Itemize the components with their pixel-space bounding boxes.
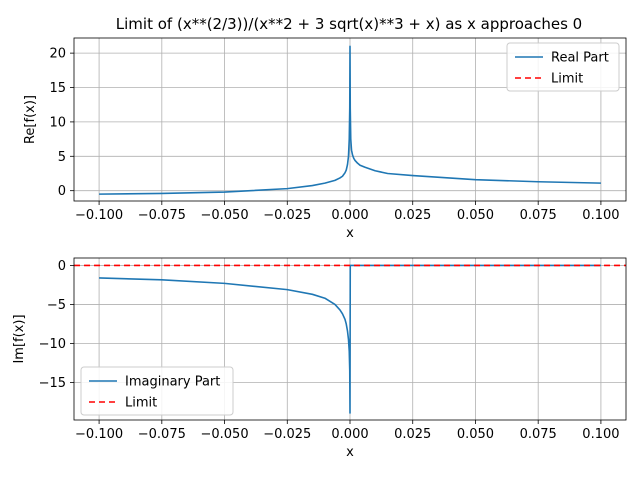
legend-box (506, 42, 620, 92)
figure-title: Limit of (x**(2/3))/(x**2 + 3 sqrt(x)**3… (116, 15, 582, 33)
x-tick-label: −0.100 (75, 208, 123, 223)
y-axis-label: Re[f(x)] (23, 95, 38, 144)
legend-label: Limit (125, 396, 157, 411)
x-tick-label: 0.075 (520, 427, 557, 442)
x-tick-label: 0.050 (457, 427, 494, 442)
y-tick-label: 10 (49, 115, 66, 130)
y-tick-label: 20 (49, 47, 66, 62)
x-tick-label: 0.100 (582, 427, 619, 442)
y-axis-label: Im[f(x)] (12, 314, 27, 363)
legend-label: Imaginary Part (125, 375, 220, 390)
y-tick-label: 0 (58, 184, 66, 199)
y-tick-label: −5 (47, 298, 66, 313)
x-axis-label: x (346, 226, 354, 241)
x-tick-label: 0.000 (331, 208, 368, 223)
x-tick-label: 0.075 (520, 208, 557, 223)
x-tick-label: −0.075 (138, 427, 186, 442)
x-tick-label: 0.100 (582, 208, 619, 223)
x-tick-label: −0.050 (200, 427, 248, 442)
y-tick-label: 15 (49, 81, 66, 96)
x-tick-label: −0.075 (138, 208, 186, 223)
legend: Imaginary Part Limit (80, 366, 234, 416)
x-tick-label: −0.025 (263, 427, 311, 442)
bottom-panel-imaginary-part: −0.100 −0.075 −0.050 −0.025 0.000 0.025 0.050 0… (12, 257, 627, 460)
y-tick-label: −15 (39, 376, 66, 391)
x-tick-label: 0.000 (331, 427, 368, 442)
x-tick-label: −0.050 (200, 208, 248, 223)
legend-label: Limit (551, 72, 583, 87)
y-tick-label: 0 (58, 259, 66, 274)
legend-box (80, 366, 234, 416)
x-tick-label: −0.100 (75, 427, 123, 442)
x-tick-label: −0.025 (263, 208, 311, 223)
x-tick-label: 0.025 (394, 427, 431, 442)
series-line-real-part (99, 45, 601, 195)
series-line-imaginary-part (99, 264, 601, 414)
x-tick-label: 0.050 (457, 208, 494, 223)
x-tick-label: 0.025 (394, 208, 431, 223)
top-panel-real-part: −0.100 −0.075 −0.050 −0.025 0.000 0.025 0.050 0… (23, 37, 627, 241)
legend: Real Part Limit (506, 42, 620, 92)
x-axis-label: x (346, 445, 354, 460)
y-tick-label: −10 (39, 337, 66, 352)
legend-label: Real Part (551, 51, 609, 66)
y-tick-label: 5 (58, 150, 66, 165)
